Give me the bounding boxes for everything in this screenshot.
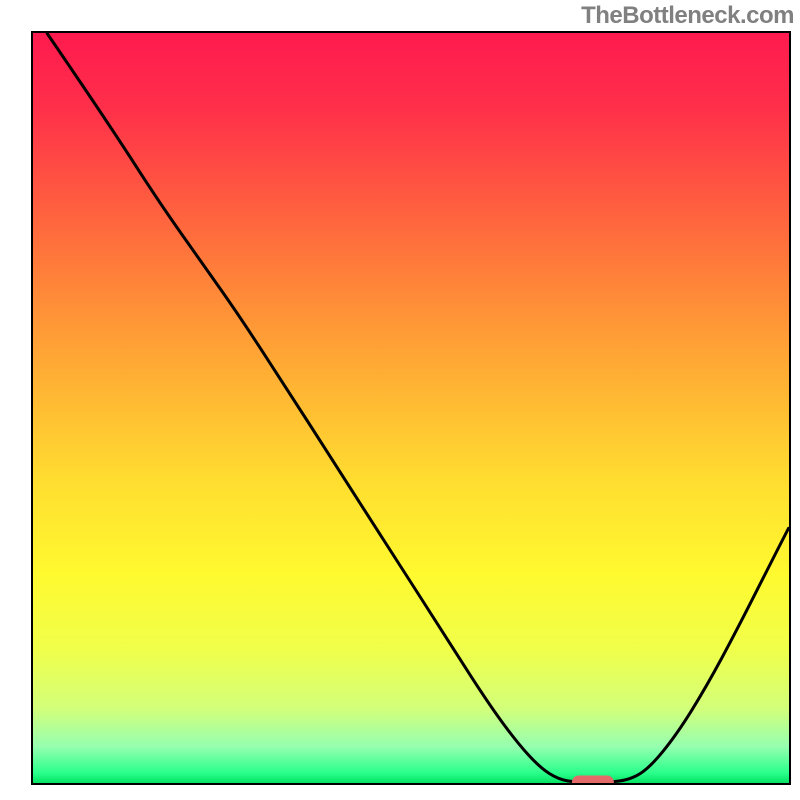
bottleneck-chart — [0, 0, 800, 800]
watermark-text: TheBottleneck.com — [581, 2, 794, 30]
optimal-marker — [572, 776, 614, 790]
plot-background — [32, 32, 790, 784]
